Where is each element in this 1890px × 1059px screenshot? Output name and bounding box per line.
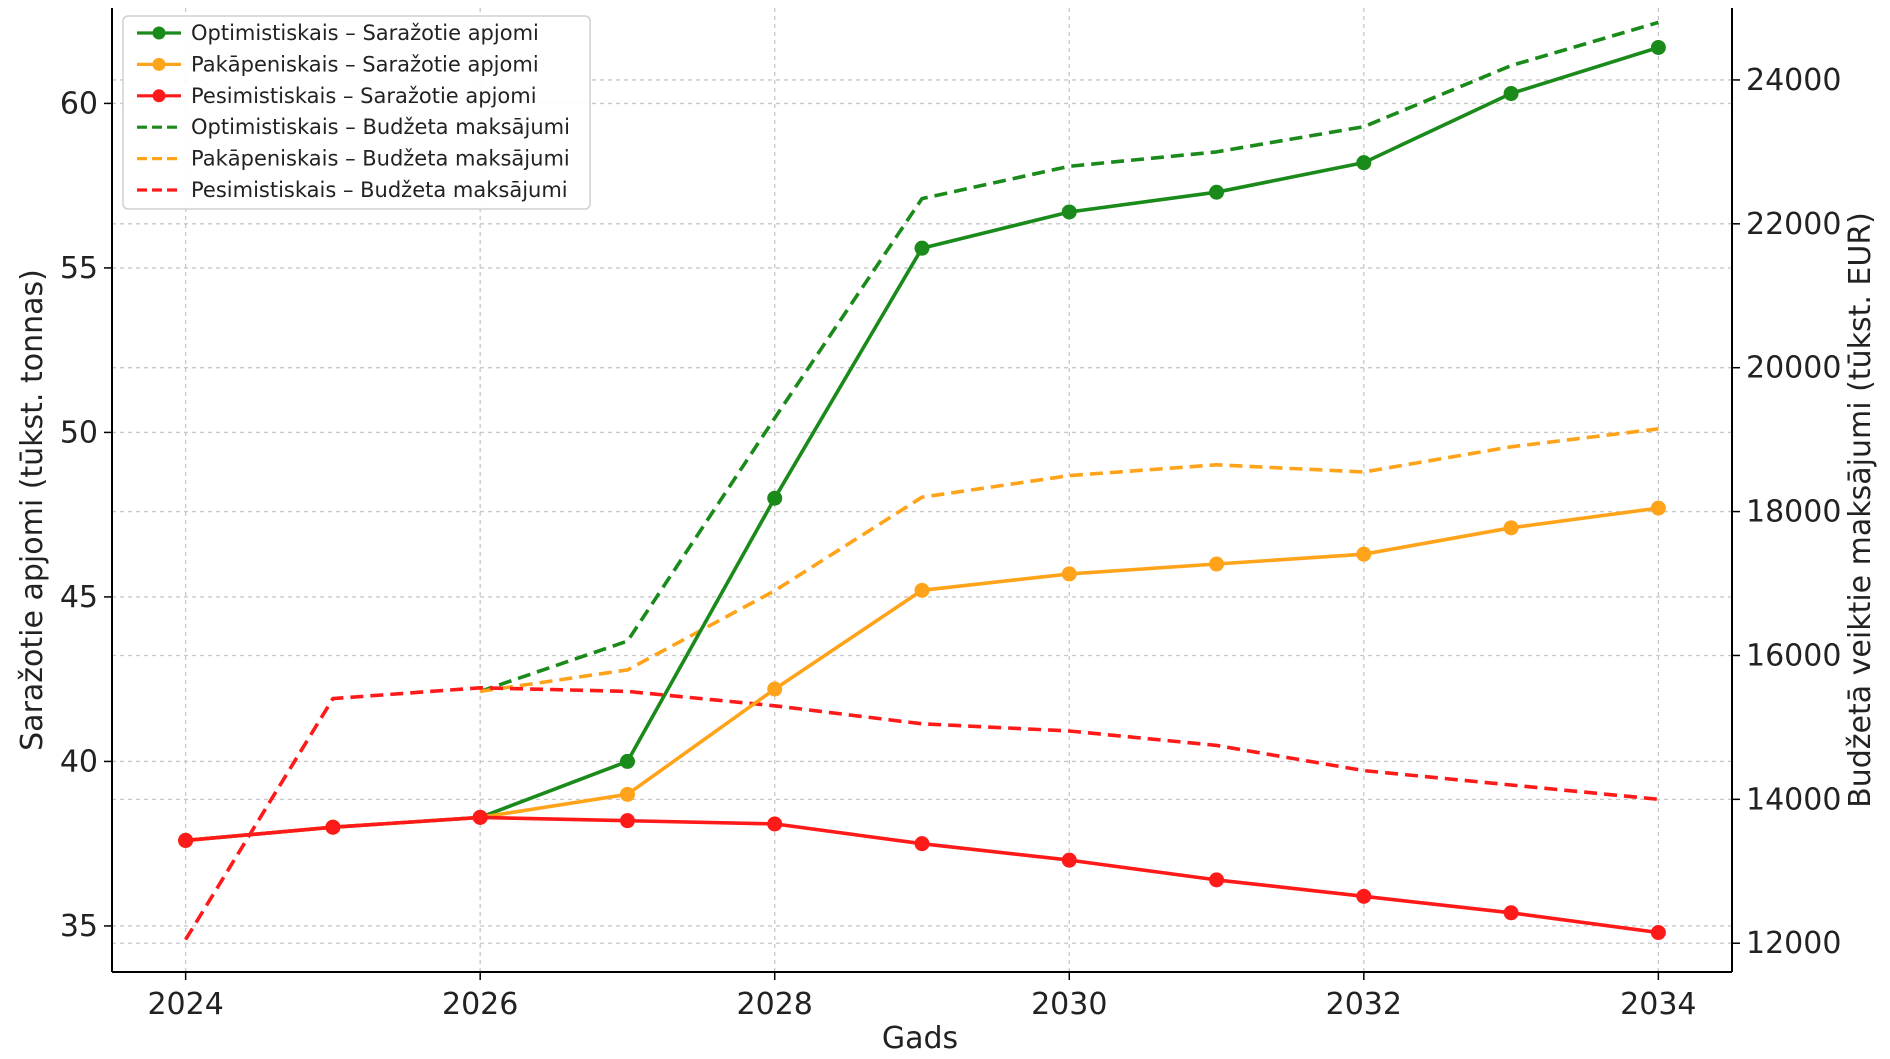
series-point-3 [1356, 888, 1372, 904]
legend-marker-2 [152, 57, 166, 71]
series-point-3 [1650, 925, 1666, 941]
y-axis-right-title: Budžetā veiktie maksājumi (tūkst. EUR) [1843, 212, 1878, 808]
series-point-2 [914, 582, 930, 598]
series-point-1 [1209, 184, 1225, 200]
y-right-tick-label: 12000 [1746, 926, 1841, 961]
series-layer [178, 20, 1666, 941]
x-tick-label: 2026 [442, 987, 518, 1022]
series-point-2 [1503, 520, 1519, 536]
series-point-1 [1503, 86, 1519, 102]
y-left-tick-label: 50 [60, 415, 98, 450]
series-point-3 [1209, 872, 1225, 888]
series-point-1 [1650, 39, 1666, 55]
x-tick-label: 2034 [1620, 987, 1696, 1022]
legend-label-4: Optimistiskais – Budžeta maksājumi [191, 115, 570, 139]
series-point-2 [1209, 556, 1225, 572]
legend-label-6: Pesimistiskais – Budžeta maksājumi [191, 178, 568, 202]
series-point-3 [472, 809, 488, 825]
series-point-2 [619, 786, 635, 802]
x-axis-title: Gads [882, 1021, 958, 1055]
series-point-1 [767, 490, 783, 506]
y-right-tick-label: 18000 [1746, 495, 1841, 530]
series-point-1 [619, 753, 635, 769]
series-point-3 [1061, 852, 1077, 868]
y-right-tick-label: 14000 [1746, 782, 1841, 817]
y-left-tick-label: 60 [60, 86, 98, 121]
series-point-2 [767, 681, 783, 697]
series-point-2 [1061, 566, 1077, 582]
legend-marker-3 [152, 89, 166, 103]
series-point-3 [619, 813, 635, 829]
x-tick-label: 2030 [1031, 987, 1107, 1022]
legend-marker-1 [152, 26, 166, 40]
series-point-3 [1503, 905, 1519, 921]
series-line-4 [479, 20, 1659, 694]
y-axis-left-title: Saražotie apjomi (tūkst. tonnas) [15, 269, 50, 751]
series-point-3 [178, 832, 194, 848]
legend: Optimistiskais – Saražotie apjomi Pakāpen… [122, 15, 591, 210]
series-line-6 [184, 686, 1659, 941]
y-right-tick-label: 16000 [1746, 638, 1841, 673]
y-left-tick-label: 35 [60, 909, 98, 944]
legend-box [122, 15, 591, 210]
series-line-5 [479, 427, 1659, 694]
series-point-3 [914, 836, 930, 852]
series-point-3 [767, 816, 783, 832]
y-left-tick-label: 45 [60, 580, 98, 615]
series-point-2 [1650, 500, 1666, 516]
series-point-1 [914, 240, 930, 256]
legend-label-1: Optimistiskais – Saražotie apjomi [191, 21, 539, 45]
axes-layer: 2024 2026 2028 2030 2032 2034 35 40 45 50 55 60 1200… [60, 8, 1841, 1022]
y-left-tick-label: 40 [60, 744, 98, 779]
series-point-3 [325, 819, 341, 835]
series-point-1 [1061, 204, 1077, 220]
x-tick-label: 2032 [1326, 987, 1402, 1022]
y-left-tick-label: 55 [60, 251, 98, 286]
y-right-tick-label: 24000 [1746, 63, 1841, 98]
x-tick-label: 2024 [147, 987, 223, 1022]
legend-label-5: Pakāpeniskais – Budžeta maksājumi [191, 147, 570, 171]
legend-label-3: Pesimistiskais – Saražotie apjomi [191, 84, 537, 108]
series-point-2 [1356, 546, 1372, 562]
legend-label-2: Pakāpeniskais – Saražotie apjomi [191, 52, 539, 76]
y-right-tick-label: 20000 [1746, 351, 1841, 386]
series-point-1 [1356, 155, 1372, 171]
y-right-tick-label: 22000 [1746, 207, 1841, 242]
x-tick-label: 2028 [737, 987, 813, 1022]
